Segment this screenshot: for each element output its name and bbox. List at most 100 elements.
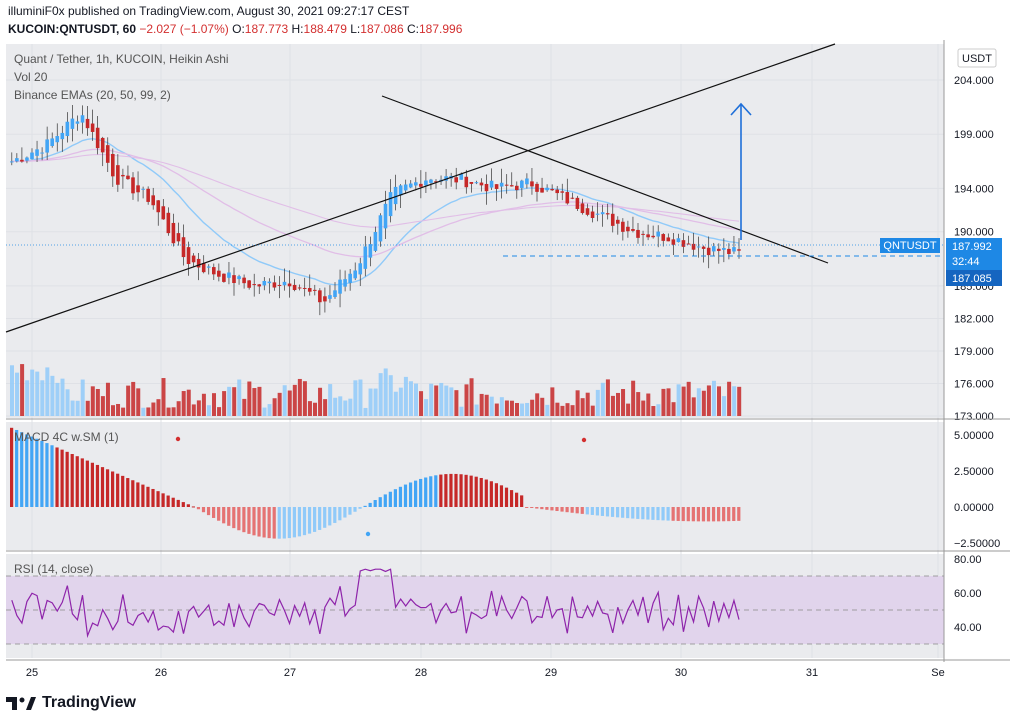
trading-chart[interactable]: 204.000199.000194.000190.000185.000182.0… <box>0 40 1020 690</box>
tradingview-brand[interactable]: TradingView <box>6 694 136 712</box>
macd-bar <box>378 497 382 507</box>
candle-body <box>302 287 307 289</box>
macd-bar <box>419 478 423 507</box>
volume-bar <box>737 386 742 416</box>
macd-bar <box>363 505 367 507</box>
volume-bar <box>408 381 413 416</box>
candle-body <box>373 232 378 251</box>
time-tick-label: 30 <box>675 667 687 679</box>
macd-bar <box>15 429 19 507</box>
macd-bar <box>520 495 524 507</box>
volume-bar <box>60 378 65 416</box>
macd-bar <box>530 507 534 508</box>
candle-body <box>10 161 14 163</box>
volume-bar <box>570 405 575 416</box>
volume-bar <box>45 367 50 416</box>
volume-bar <box>333 397 338 416</box>
candle-body <box>656 231 660 237</box>
candle-body <box>25 157 29 161</box>
candle-body <box>126 175 130 180</box>
volume-bar <box>600 382 605 416</box>
candle-body <box>686 243 691 245</box>
volume-bar <box>151 402 156 416</box>
candle-body <box>105 145 110 163</box>
candle-body <box>343 279 347 287</box>
volume-bar <box>70 400 75 416</box>
volume-bar <box>237 379 242 416</box>
macd-bar <box>474 476 478 507</box>
candle-body <box>141 188 145 190</box>
macd-bar <box>676 507 680 521</box>
macd-bar <box>333 507 337 523</box>
volume-bar <box>727 381 732 416</box>
macd-bar <box>126 478 130 507</box>
candle-body <box>732 247 736 252</box>
candle-body <box>65 121 70 137</box>
macd-bar <box>414 480 418 507</box>
volume-legend: Vol 20 <box>14 70 48 84</box>
volume-bar <box>605 379 610 416</box>
time-tick-label: 27 <box>284 667 296 679</box>
volume-bar <box>363 407 368 416</box>
open-value: 187.773 <box>244 22 289 36</box>
candle-body <box>525 178 529 185</box>
macd-bar <box>302 507 307 536</box>
macd-tick-label: 0.00000 <box>954 502 994 514</box>
macd-bar <box>65 451 69 507</box>
macd-bar <box>90 462 94 507</box>
volume-bar <box>95 388 100 416</box>
volume-bar <box>701 390 706 416</box>
macd-bar <box>287 507 291 539</box>
descending-trendline[interactable] <box>381 95 829 264</box>
volume-bar <box>25 380 30 416</box>
volume-bar <box>706 385 711 416</box>
candle-body <box>570 197 575 199</box>
candle-body <box>161 206 166 220</box>
volume-bar <box>691 397 696 416</box>
candle-body <box>565 192 570 204</box>
volume-bar <box>227 386 232 416</box>
low-label: L: <box>350 22 361 36</box>
macd-signal-dot <box>581 437 587 443</box>
candle-body <box>610 213 615 226</box>
candle-body <box>146 188 150 202</box>
macd-bar <box>540 507 544 510</box>
candle-body <box>222 273 226 282</box>
volume-bar <box>479 393 484 416</box>
volume-bar <box>696 388 701 416</box>
candle-body <box>464 176 469 188</box>
candle-body <box>318 290 322 303</box>
volume-bar <box>671 402 676 416</box>
candle-body <box>378 215 383 242</box>
volume-bar <box>111 405 115 416</box>
macd-bar <box>247 507 251 534</box>
usdt-label[interactable]: USDT <box>957 48 997 68</box>
candle-body <box>252 284 256 286</box>
volume-bar <box>323 399 328 416</box>
candle-body <box>196 258 201 268</box>
volume-bar <box>176 401 181 416</box>
target-arrow[interactable] <box>730 102 752 240</box>
candle-body <box>605 213 610 215</box>
macd-bar <box>136 482 140 507</box>
candle-body <box>323 296 327 302</box>
volume-bar <box>454 390 459 416</box>
candle-body <box>287 283 292 287</box>
volume-bar <box>100 396 105 416</box>
change-value: −2.027 (−1.07%) <box>139 22 229 36</box>
volume-bar <box>403 376 408 416</box>
last-price-value: 187.992 <box>952 241 992 253</box>
macd-bar <box>323 507 327 528</box>
volume-bar <box>307 401 312 416</box>
macd-tick-label: 5.00000 <box>954 430 994 442</box>
volume-bar <box>131 381 136 416</box>
ascending-trendline[interactable] <box>5 43 836 333</box>
volume-bar <box>515 403 519 416</box>
macd-bar <box>545 507 549 510</box>
volume-bar <box>368 388 373 416</box>
volume-bar <box>499 397 504 416</box>
volume-bar <box>65 389 70 416</box>
volume-bar <box>318 387 323 416</box>
volume-bar <box>550 387 555 416</box>
candle-body <box>358 263 363 275</box>
